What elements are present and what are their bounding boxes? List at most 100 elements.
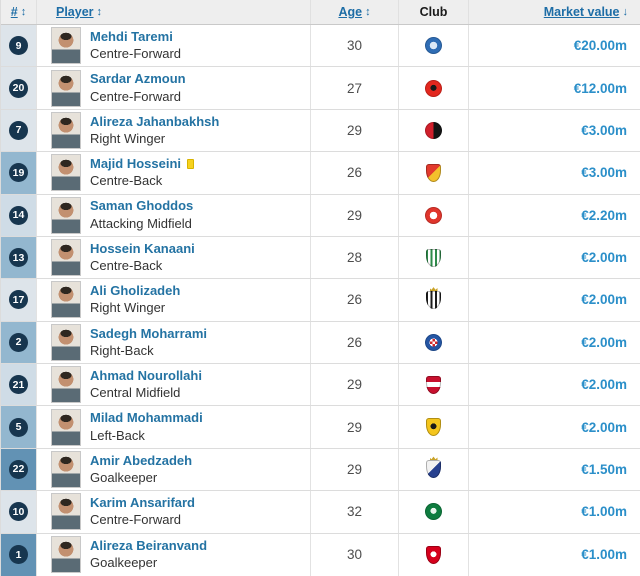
market-value-cell: €2.00m <box>469 279 640 320</box>
market-value-link[interactable]: €20.00m <box>573 38 627 54</box>
player-photo[interactable] <box>51 323 81 361</box>
kayserispor-crest[interactable] <box>426 163 441 182</box>
market-value-link[interactable]: €2.00m <box>581 292 627 308</box>
omonia-nicosia-crest[interactable] <box>425 503 442 521</box>
player-name-link[interactable]: Milad Mohammadi <box>90 410 203 426</box>
player-name-link[interactable]: Sardar Azmoun <box>90 71 186 87</box>
market-value-link[interactable]: €2.00m <box>581 419 627 435</box>
shirt-number: 5 <box>15 421 22 434</box>
player-info: Majid Hosseini Centre-Back <box>90 156 195 190</box>
player-photo[interactable] <box>51 281 81 319</box>
player-photo[interactable] <box>51 536 81 574</box>
shabab-al-ahli-crest[interactable] <box>426 375 441 394</box>
player-photo[interactable] <box>51 239 81 277</box>
player-cell: Milad Mohammadi Left-Back <box>37 406 311 448</box>
shirt-number-cell: 9 <box>1 25 37 67</box>
header-player-column[interactable]: Player ↕ <box>37 0 311 24</box>
header-market-value-label[interactable]: Market value <box>543 5 620 19</box>
player-cell: Ahmad Nourollahi Central Midfield <box>37 364 311 406</box>
player-name-link[interactable]: Ali Gholizadeh <box>90 283 181 299</box>
header-market-value-column[interactable]: Market value ↓ <box>469 0 640 24</box>
header-number-column[interactable]: # ↕ <box>1 0 37 24</box>
market-value-link[interactable]: €3.00m <box>581 165 627 181</box>
player-name-link[interactable]: Hossein Kanaani <box>90 240 195 256</box>
feyenoord-crest[interactable] <box>425 121 442 139</box>
player-name-link[interactable]: Alireza Jahanbakhsh <box>90 113 220 129</box>
age-cell: 29 <box>311 406 399 448</box>
charleroi-crest[interactable] <box>426 287 441 309</box>
table-body: 9 Mehdi Taremi Centre-Forward 30 €20.00m <box>1 25 640 576</box>
player-photo[interactable] <box>51 196 81 234</box>
header-player-label[interactable]: Player <box>56 5 94 19</box>
player-photo[interactable] <box>51 111 81 149</box>
player-name-link[interactable]: Mehdi Taremi <box>90 28 173 44</box>
market-value-link[interactable]: €3.00m <box>581 122 627 138</box>
player-photo[interactable] <box>51 408 81 446</box>
player-info: Alireza Jahanbakhsh Right Winger <box>90 114 219 148</box>
crown-icon <box>429 456 438 461</box>
market-value-cell: €2.00m <box>469 364 640 405</box>
market-value-link[interactable]: €12.00m <box>573 80 627 96</box>
market-value-link[interactable]: €1.00m <box>581 547 627 563</box>
table-row: 1 Alireza Beiranvand Goalkeeper 30 €1.00… <box>1 533 640 576</box>
player-name-link[interactable]: Sadegh Moharrami <box>90 325 208 341</box>
age-value: 26 <box>346 292 363 308</box>
player-cell: Saman Ghoddos Attacking Midfield <box>37 194 311 236</box>
player-name-link[interactable]: Ahmad Nourollahi <box>90 367 202 383</box>
market-value-link[interactable]: €2.00m <box>581 334 627 350</box>
player-position: Right Winger <box>90 130 166 146</box>
age-cell: 30 <box>311 533 399 576</box>
market-value-link[interactable]: €2.00m <box>581 377 627 393</box>
shirt-number-cell: 5 <box>1 406 37 448</box>
brentford-crest[interactable] <box>425 206 442 224</box>
age-value: 26 <box>346 334 363 350</box>
player-cell: Alireza Beiranvand Goalkeeper <box>37 533 311 576</box>
market-value-cell: €2.20m <box>469 195 640 236</box>
player-photo[interactable] <box>51 27 81 65</box>
player-photo[interactable] <box>51 493 81 531</box>
sort-both-icon: ↕ <box>20 6 27 18</box>
player-name-link[interactable]: Majid Hosseini <box>90 156 182 172</box>
shirt-number-badge: 10 <box>9 502 28 522</box>
market-value-link[interactable]: €2.00m <box>581 250 627 266</box>
crown-icon <box>429 287 438 291</box>
header-age-label[interactable]: Age <box>338 5 363 19</box>
player-name-link[interactable]: Amir Abedzadeh <box>90 452 193 468</box>
market-value-link[interactable]: €1.00m <box>581 504 627 520</box>
table-row: 7 Alireza Jahanbakhsh Right Winger 29 €3… <box>1 109 640 153</box>
age-value: 29 <box>346 419 363 435</box>
age-cell: 32 <box>311 491 399 533</box>
shirt-number-cell: 17 <box>1 279 37 321</box>
shirt-number-badge: 2 <box>9 332 28 352</box>
market-value-link[interactable]: €1.50m <box>581 461 627 477</box>
club-cell <box>399 236 469 279</box>
player-photo[interactable] <box>51 366 81 404</box>
player-name-link[interactable]: Karim Ansarifard <box>90 495 195 511</box>
market-value-cell: €2.00m <box>469 322 640 363</box>
table-row: 17 Ali Gholizadeh Right Winger 26 €2.00m <box>1 279 640 322</box>
shirt-number-badge: 19 <box>9 163 28 183</box>
player-photo[interactable] <box>51 69 81 107</box>
dinamo-zagreb-crest[interactable] <box>425 333 442 351</box>
player-name-link[interactable]: Alireza Beiranvand <box>90 537 208 553</box>
shirt-number-badge: 13 <box>9 248 28 268</box>
age-value: 30 <box>346 38 363 54</box>
shirt-number: 7 <box>15 124 22 137</box>
market-value-cell: €2.00m <box>469 406 640 447</box>
market-value-link[interactable]: €2.20m <box>581 207 627 223</box>
header-number-label[interactable]: # <box>10 5 18 19</box>
bayer-leverkusen-crest[interactable] <box>425 79 442 97</box>
player-photo[interactable] <box>51 154 81 192</box>
header-age-column[interactable]: Age ↕ <box>311 0 399 24</box>
player-name-link[interactable]: Saman Ghoddos <box>90 198 194 214</box>
aek-athens-crest[interactable] <box>426 418 441 437</box>
shirt-number: 20 <box>12 82 25 95</box>
ponferradina-crest[interactable] <box>426 456 441 479</box>
player-info: Ali Gholizadeh Right Winger <box>90 283 180 317</box>
persepolis-crest[interactable] <box>426 545 441 564</box>
shirt-number-badge: 9 <box>9 36 28 56</box>
al-ahli-doha-crest[interactable] <box>426 248 441 267</box>
player-photo[interactable] <box>51 450 81 488</box>
fc-porto-crest[interactable] <box>425 37 442 55</box>
shirt-number: 9 <box>15 39 22 52</box>
